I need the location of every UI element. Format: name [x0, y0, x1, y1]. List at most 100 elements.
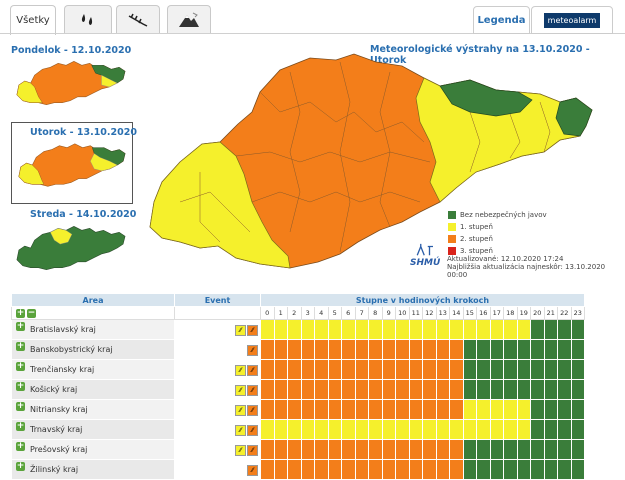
hour-level-cell	[516, 379, 531, 400]
collapse-all-button[interactable]: −	[27, 307, 37, 318]
region-cell[interactable]: + Trenčiansky kraj	[11, 359, 175, 380]
legend-swatch-yellow	[448, 223, 456, 231]
legend-label-none: Bez nebezpečných javov	[460, 211, 547, 219]
day-title-monday[interactable]: Pondelok - 12.10.2020	[11, 45, 132, 56]
tab-mountain[interactable]	[167, 5, 211, 33]
hour-level-cell	[449, 459, 464, 480]
map-thumbnail-wednesday[interactable]	[11, 222, 129, 277]
meteoalarm-button[interactable]: meteoalarm	[531, 6, 613, 34]
tab-rain[interactable]	[64, 5, 112, 33]
hour-level-cell	[314, 399, 329, 420]
hour-level-cell	[543, 399, 558, 420]
expand-region-button[interactable]: +	[16, 321, 25, 331]
hour-level-cell	[489, 419, 504, 440]
rain-event-icon[interactable]: ⁄⁄	[235, 425, 246, 436]
mountain-snow-icon	[179, 12, 199, 27]
hour-level-cell	[489, 379, 504, 400]
rain-event-icon[interactable]: ⁄⁄	[247, 325, 258, 336]
region-name: Prešovský kraj	[30, 445, 88, 454]
hour-level-cell	[435, 339, 450, 360]
shmu-logo-icon	[416, 243, 433, 256]
expand-region-button[interactable]: +	[16, 461, 25, 471]
hour-level-cell	[449, 379, 464, 400]
region-cell[interactable]: + Trnavský kraj	[11, 419, 175, 440]
rain-event-icon[interactable]: ⁄⁄	[247, 385, 258, 396]
legend-button[interactable]: Legenda	[473, 6, 530, 34]
rain-event-icon[interactable]: ⁄⁄	[247, 465, 258, 476]
hour-level-cell	[516, 339, 531, 360]
rain-event-icon[interactable]: ⁄⁄	[247, 425, 258, 436]
rain-event-icon[interactable]: ⁄⁄	[235, 385, 246, 396]
legend-label-level1: 1. stupeň	[460, 223, 493, 231]
region-cell[interactable]: + Prešovský kraj	[11, 439, 175, 460]
map-thumbnail-tuesday[interactable]	[13, 139, 129, 194]
warning-map[interactable]	[140, 52, 600, 277]
region-cell[interactable]: + Košický kraj	[11, 379, 175, 400]
day-title-wednesday[interactable]: Streda - 14.10.2020	[30, 209, 137, 220]
hour-header: 0	[260, 306, 275, 320]
hour-level-cell	[435, 459, 450, 480]
expand-region-button[interactable]: +	[16, 441, 25, 451]
hour-level-cell	[408, 339, 423, 360]
hour-level-cell	[503, 319, 518, 340]
hour-level-cell	[381, 439, 396, 460]
hour-level-cell	[435, 399, 450, 420]
expand-region-button[interactable]: +	[16, 361, 25, 371]
next-update: Najbližšia aktualizácia najneskôr: 13.10…	[447, 263, 606, 271]
rain-event-icon[interactable]: ⁄⁄	[235, 325, 246, 336]
hour-level-cell	[273, 319, 288, 340]
day-title-tuesday[interactable]: Utorok - 13.10.2020	[30, 127, 137, 138]
region-cell[interactable]: + Bratislavský kraj	[11, 319, 175, 340]
region-cell[interactable]: + Banskobystrický kraj	[11, 339, 175, 360]
expand-region-button[interactable]: +	[16, 421, 25, 431]
hour-level-cell	[341, 419, 356, 440]
hour-level-cell	[449, 319, 464, 340]
hour-level-cell	[327, 339, 342, 360]
hour-level-cell	[314, 459, 329, 480]
expand-region-button[interactable]: +	[16, 401, 25, 411]
hour-level-cell	[327, 419, 342, 440]
rain-event-icon[interactable]: ⁄⁄	[247, 345, 258, 356]
rain-event-icon[interactable]: ⁄⁄	[247, 365, 258, 376]
hour-level-cell	[300, 319, 315, 340]
hour-level-cell	[557, 359, 572, 380]
hour-level-cell	[435, 359, 450, 380]
legend-item-level1: 1. stupeň	[448, 223, 493, 231]
event-cell: ⁄⁄ ⁄⁄	[174, 419, 261, 440]
hour-level-cell	[327, 319, 342, 340]
rain-event-icon[interactable]: ⁄⁄	[235, 365, 246, 376]
tab-wind[interactable]	[116, 5, 160, 33]
hour-level-cell	[570, 339, 585, 360]
hour-header: 23	[570, 306, 585, 320]
legend-item-none: Bez nebezpečných javov	[448, 211, 547, 219]
hour-level-cell	[530, 439, 545, 460]
rain-event-icon[interactable]: ⁄⁄	[247, 445, 258, 456]
hour-level-cell	[503, 339, 518, 360]
map-thumbnail-monday[interactable]	[11, 57, 129, 112]
expand-all-button[interactable]: +	[16, 307, 25, 318]
hour-level-cell	[314, 419, 329, 440]
expand-region-button[interactable]: +	[16, 381, 25, 391]
rain-event-icon[interactable]: ⁄⁄	[247, 405, 258, 416]
hour-level-cell	[300, 339, 315, 360]
hour-header: 18	[503, 306, 518, 320]
hour-level-cell	[314, 319, 329, 340]
rain-event-icon[interactable]: ⁄⁄	[235, 445, 246, 456]
hour-level-cell	[395, 319, 410, 340]
region-cell[interactable]: + Žilinský kraj	[11, 459, 175, 480]
hour-level-cell	[395, 459, 410, 480]
hour-level-cell	[408, 359, 423, 380]
region-name: Bratislavský kraj	[30, 325, 96, 334]
rain-event-icon[interactable]: ⁄⁄	[235, 405, 246, 416]
table-row: + Žilinský kraj ⁄⁄	[11, 459, 585, 480]
hour-level-cell	[530, 459, 545, 480]
hour-level-cell	[476, 419, 491, 440]
region-cell[interactable]: + Nitriansky kraj	[11, 399, 175, 420]
tab-all[interactable]: Všetky	[10, 5, 56, 35]
hour-level-cell	[368, 379, 383, 400]
hour-level-cell	[341, 399, 356, 420]
event-cell: ⁄⁄	[174, 339, 261, 360]
hour-level-cell	[381, 339, 396, 360]
expand-region-button[interactable]: +	[16, 341, 25, 351]
hour-level-cell	[570, 439, 585, 460]
